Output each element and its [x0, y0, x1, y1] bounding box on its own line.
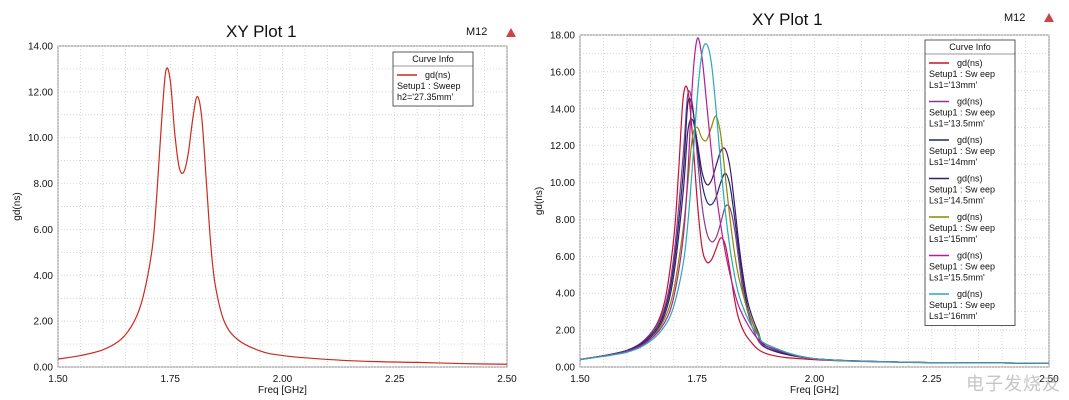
legend-entry-setup: Setup1 : Sweep [397, 81, 461, 91]
x-axis-title: Freq [GHz] [258, 385, 307, 396]
legend-box [392, 51, 474, 107]
legend-entry-setup: Setup1 : Sw eep [929, 300, 995, 310]
legend-entry-setup: Setup1 : Sw eep [929, 185, 995, 195]
legend-entry-name: gd(ns) [957, 174, 983, 184]
legend-entry-param: h2='27.35mm' [397, 92, 454, 102]
plot-title: XY Plot 1 [752, 10, 823, 29]
legend-entry-setup: Setup1 : Sw eep [929, 108, 995, 118]
legend-entry-name: gd(ns) [957, 97, 983, 107]
legend-entry-setup: Setup1 : Sw eep [929, 69, 995, 79]
y-tick-label: 8.00 [34, 179, 54, 190]
y-tick-label: 18.00 [550, 31, 575, 42]
x-tick-label: 2.25 [385, 374, 405, 385]
marker-badge: M12 [1004, 12, 1026, 24]
y-tick-label: 4.00 [34, 271, 54, 282]
y-tick-label: 12.00 [28, 87, 53, 98]
legend-entry-setup: Setup1 : Sw eep [929, 223, 995, 233]
legend-entry-name: gd(ns) [957, 212, 983, 222]
legend: Curve Info gd(ns)Setup1 : Sweeph2='27.35m… [392, 51, 474, 107]
y-tick-label: 6.00 [556, 252, 576, 263]
x-tick-label: 2.50 [497, 374, 517, 385]
series-line [580, 85, 1049, 364]
legend-entry-name: gd(ns) [957, 289, 983, 299]
y-tick-label: 14.00 [28, 42, 53, 53]
series-line [580, 43, 1049, 364]
legend-entry-param: Ls1='14mm' [929, 157, 977, 167]
series-line [580, 37, 1049, 364]
y-tick-label: 16.00 [550, 67, 575, 78]
legend-entry-setup: Setup1 : Sw eep [929, 146, 995, 156]
y-tick-label: 10.00 [28, 133, 53, 144]
xy-plot-right: XY Plot 1 M12 0.00 2.00 4.00 6.00 8.00 10.00 1… [530, 0, 1069, 400]
legend-title: Curve Info [412, 54, 454, 64]
legend-entry-param: Ls1='15mm' [929, 234, 977, 244]
x-tick-label: 2.00 [273, 374, 293, 385]
x-tick-label: 2.00 [805, 374, 825, 385]
chart-svg-right: 0.00 2.00 4.00 6.00 8.00 10.00 12.00 14.00 16.00… [534, 31, 1059, 397]
legend-entry-param: Ls1='13mm' [929, 80, 977, 90]
y-tick-label: 6.00 [34, 225, 54, 236]
y-tick-label: 8.00 [556, 215, 576, 226]
y-tick-label: 14.00 [550, 104, 575, 115]
legend-box [924, 39, 1016, 326]
y-tick-label: 2.00 [556, 326, 576, 337]
marker-badge: M12 [466, 26, 488, 38]
legend-entry-param: Ls1='15.5mm' [929, 273, 985, 283]
x-tick-label: 1.75 [161, 374, 181, 385]
warning-triangle-icon[interactable] [1044, 13, 1054, 22]
x-tick-label: 1.50 [570, 374, 590, 385]
plot-title: XY Plot 1 [226, 22, 297, 41]
watermark-text: 电子发烧友 [966, 374, 1061, 395]
y-tick-label: 0.00 [34, 363, 54, 374]
y-tick-label: 4.00 [556, 289, 576, 300]
warning-triangle-icon[interactable] [506, 28, 516, 37]
y-tick-label: 0.00 [556, 363, 576, 374]
legend-entry-name: gd(ns) [957, 58, 983, 68]
legend-entry-param: Ls1='14.5mm' [929, 196, 985, 206]
x-tick-label: 1.75 [688, 374, 708, 385]
chart-svg-left: 0.00 2.00 4.00 6.00 8.00 10.00 12.00 14.00 1.50 1… [12, 42, 517, 397]
x-tick-label: 2.50 [1039, 374, 1059, 385]
x-tick-label: 1.50 [48, 374, 68, 385]
y-tick-label: 10.00 [550, 178, 575, 189]
y-tick-label: 12.00 [550, 141, 575, 152]
y-tick-label: 2.00 [34, 317, 54, 328]
x-tick-label: 2.25 [922, 374, 942, 385]
legend-entry-name: gd(ns) [425, 70, 451, 80]
legend-entry-param: Ls1='16mm' [929, 311, 977, 321]
legend-entry-name: gd(ns) [957, 251, 983, 261]
x-axis-title: Freq [GHz] [790, 385, 839, 396]
y-axis-title: gd(ns) [534, 187, 545, 215]
xy-plot-left: XY Plot 1 M12 0.00 2.00 4.00 6.00 8.00 10.00 1… [0, 0, 530, 400]
legend-title: Curve Info [949, 42, 991, 52]
legend-entry-name: gd(ns) [957, 135, 983, 145]
legend-entry-setup: Setup1 : Sw eep [929, 262, 995, 272]
legend-entry-param: Ls1='13.5mm' [929, 119, 985, 129]
series-line [58, 67, 507, 365]
y-axis-title: gd(ns) [12, 192, 23, 220]
series-line [580, 97, 1049, 364]
